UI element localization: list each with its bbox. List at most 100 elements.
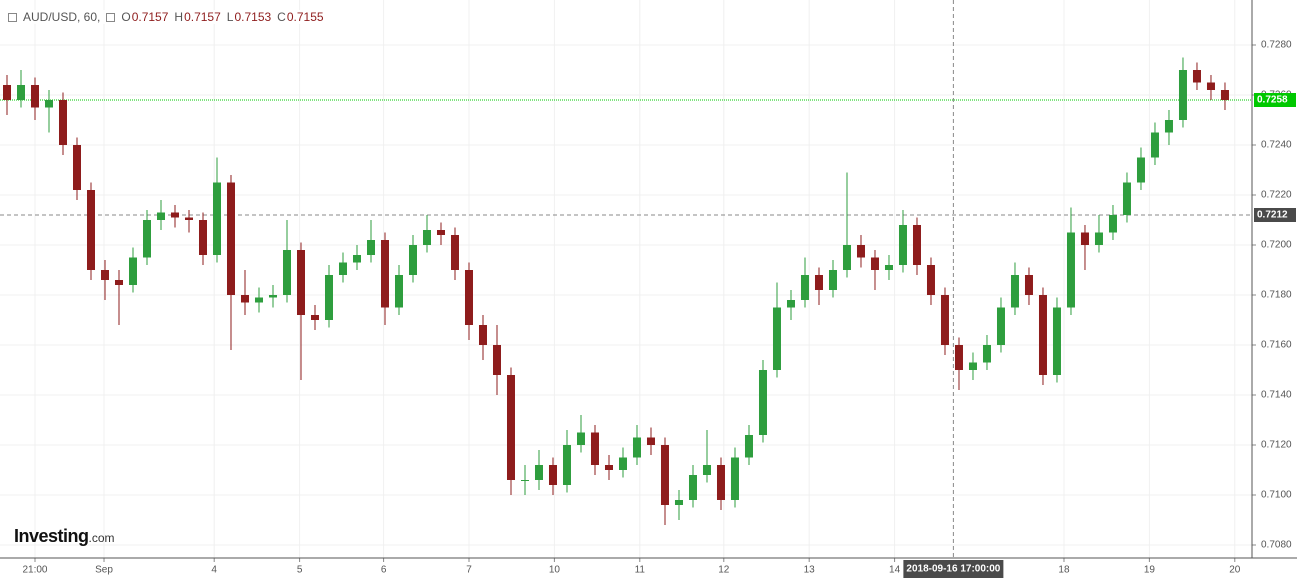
settings-icon[interactable]	[106, 12, 116, 22]
candle-body	[632, 437, 641, 458]
candle-body	[814, 275, 823, 290]
candle-body	[30, 85, 39, 108]
ohlc-value: 0.7155	[286, 10, 324, 24]
candle-body	[366, 240, 375, 255]
candle-body	[716, 465, 725, 500]
candle-body	[16, 85, 25, 100]
candle-body	[996, 307, 1005, 345]
candle-body	[954, 345, 963, 370]
candle-body	[310, 315, 319, 320]
ohlc-label: L	[226, 10, 234, 24]
ohlc-open: O 0.7157	[121, 10, 168, 24]
candle-body	[156, 212, 165, 220]
candle-body	[758, 370, 767, 435]
candle-body	[786, 300, 795, 308]
candle-body	[800, 275, 809, 300]
candle-body	[982, 345, 991, 363]
ohlc-label: H	[174, 10, 184, 24]
candle-body	[1080, 232, 1089, 245]
ohlc-value: 0.7153	[234, 10, 272, 24]
y-tick-label: 0.7160	[1261, 340, 1292, 351]
candle-body	[772, 307, 781, 370]
candle-body	[464, 270, 473, 325]
candle-body	[646, 437, 655, 445]
candle-body	[1150, 132, 1159, 158]
candle-body	[1052, 307, 1061, 375]
candle-body	[520, 480, 529, 481]
candle-body	[324, 275, 333, 320]
candle-body	[436, 230, 445, 235]
candle-body	[268, 295, 277, 298]
candle-body	[926, 265, 935, 295]
candle-body	[1206, 82, 1215, 90]
candle-body	[240, 295, 249, 303]
crosshair-date-box	[903, 560, 1004, 578]
candle-body	[1164, 120, 1173, 133]
ohlc-high: H 0.7157	[174, 10, 220, 24]
candle-body	[142, 220, 151, 258]
y-tick-label: 0.7140	[1261, 390, 1292, 401]
candle-body	[1108, 215, 1117, 233]
candle-body	[562, 445, 571, 485]
y-tick-label: 0.7200	[1261, 240, 1292, 251]
crosshair-price-box	[1254, 208, 1296, 222]
x-tick-label: 5	[297, 565, 303, 576]
x-tick-label: 20	[1229, 565, 1241, 576]
x-tick-label: 4	[211, 565, 217, 576]
candle-body	[58, 100, 67, 145]
y-tick-label: 0.7100	[1261, 490, 1292, 501]
candle-body	[422, 230, 431, 245]
candle-body	[1038, 295, 1047, 375]
x-tick-label: 11	[635, 565, 646, 576]
candle-body	[940, 295, 949, 345]
x-tick-label: 7	[466, 565, 472, 576]
candle-body	[72, 145, 81, 190]
candle-body	[534, 465, 543, 480]
watermark-name: Investing	[14, 526, 89, 546]
candle-body	[380, 240, 389, 308]
candle-body	[100, 270, 109, 280]
candle-body	[912, 225, 921, 265]
candle-body	[282, 250, 291, 295]
candle-body	[688, 475, 697, 500]
candle-body	[198, 220, 207, 255]
x-tick-label: 21:00	[22, 565, 47, 576]
x-tick-label: 10	[549, 565, 561, 576]
candle-body	[590, 432, 599, 465]
ohlc-close: C 0.7155	[277, 10, 323, 24]
x-tick-label: 14	[889, 565, 901, 576]
candle-body	[870, 257, 879, 270]
candle-body	[1136, 157, 1145, 183]
candle-body	[1066, 232, 1075, 308]
candle-body	[674, 500, 683, 505]
candle-body	[478, 325, 487, 345]
ohlc-label: C	[277, 10, 286, 24]
candle-body	[394, 275, 403, 308]
candle-body	[730, 457, 739, 500]
candle-body	[170, 212, 179, 218]
x-tick-label: 18	[1058, 565, 1070, 576]
candle-body	[1178, 70, 1187, 120]
candle-body	[1094, 232, 1103, 245]
candle-body	[296, 250, 305, 315]
candle-body	[1192, 70, 1201, 83]
candle-body	[1024, 275, 1033, 295]
y-tick-label: 0.7240	[1261, 140, 1292, 151]
y-tick-label: 0.7280	[1261, 40, 1292, 51]
collapse-icon[interactable]	[8, 12, 17, 22]
candle-body	[898, 225, 907, 265]
crosshair-price-label: 0.7212	[1257, 210, 1288, 221]
x-tick-label: 12	[718, 565, 730, 576]
candle-body	[492, 345, 501, 375]
candle-body	[576, 432, 585, 445]
crosshair-date-label: 2018-09-16 17:00:00	[906, 564, 1000, 575]
candle-body	[254, 297, 263, 303]
last-price-label: 0.7258	[1257, 95, 1288, 106]
candle-body	[44, 100, 53, 108]
candle-body	[506, 375, 515, 480]
ohlc-value: 0.7157	[184, 10, 221, 24]
symbol[interactable]: AUD/USD, 60,	[23, 10, 101, 24]
candle-body	[660, 445, 669, 505]
y-tick-label: 0.7180	[1261, 290, 1292, 301]
